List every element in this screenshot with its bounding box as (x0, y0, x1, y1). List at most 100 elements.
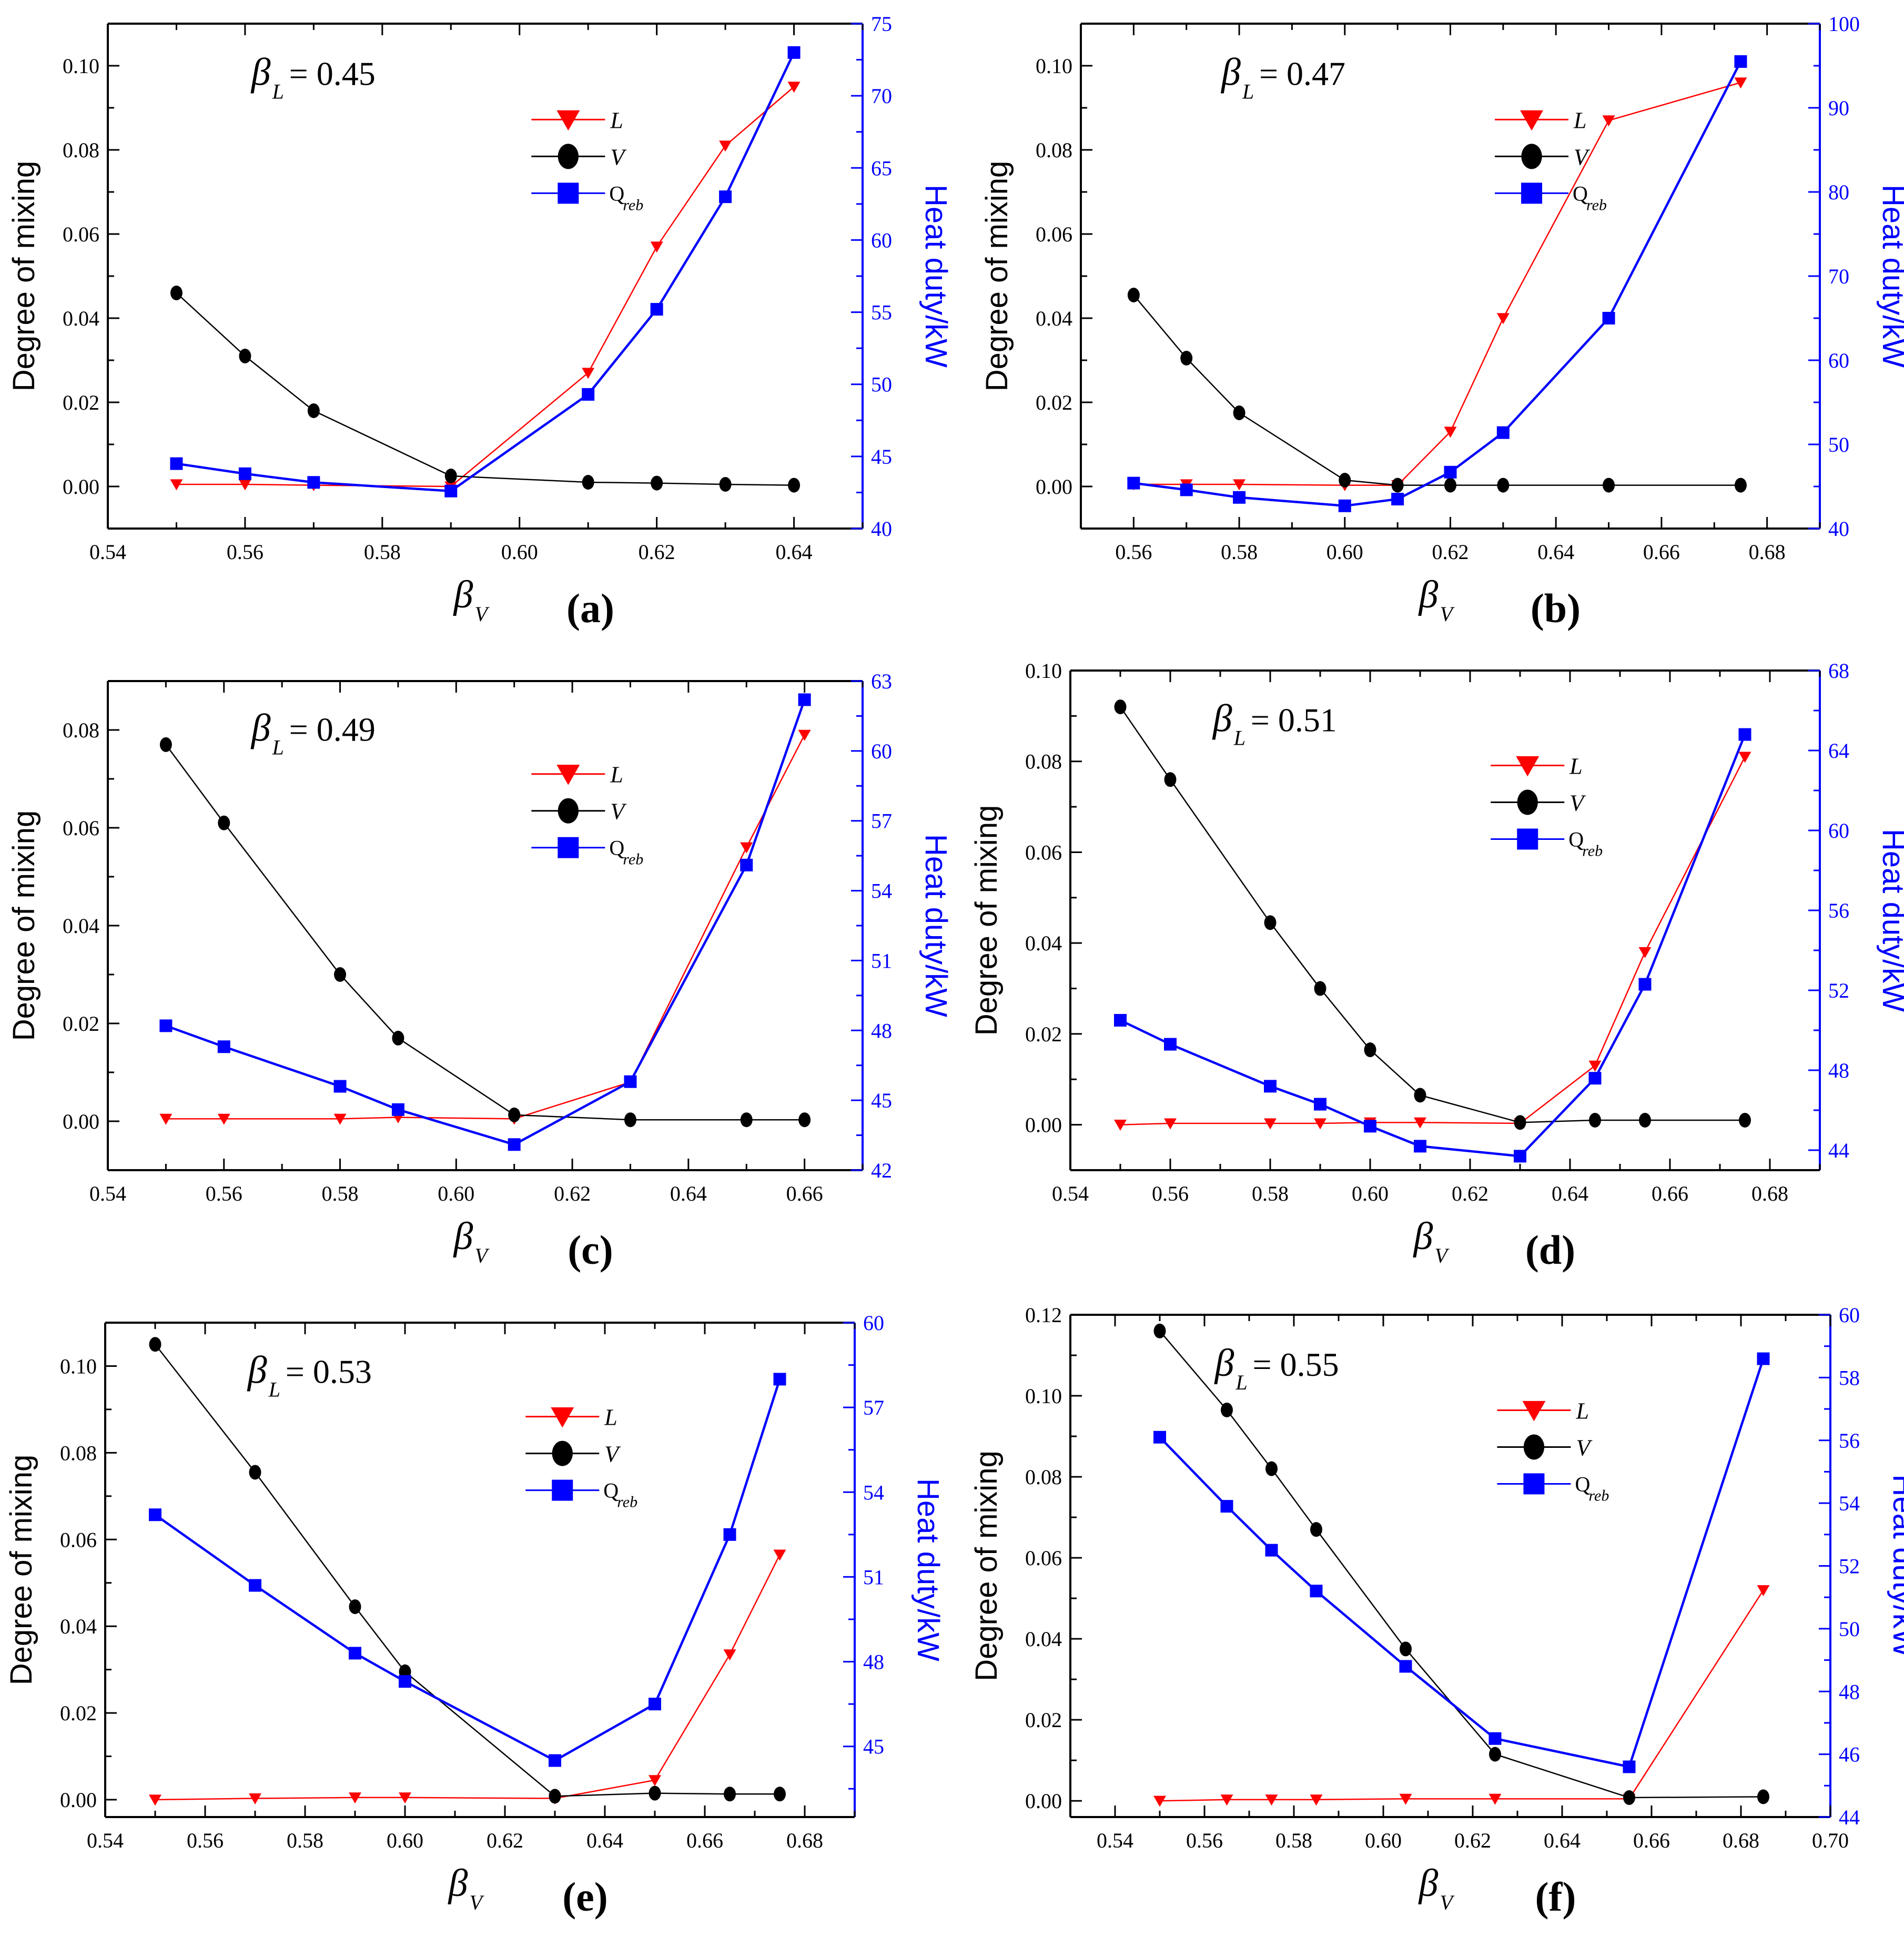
y-tick-label: 0.04 (1036, 307, 1072, 330)
y-tick-label: 0.00 (63, 475, 99, 499)
data-point-Qreb (1638, 978, 1652, 991)
beta-l-value: = 0.49 (289, 711, 376, 748)
x-tick-label: 0.66 (686, 1829, 723, 1852)
x-tick-label: 0.54 (1097, 1829, 1133, 1852)
data-point-L (1588, 1060, 1602, 1072)
beta-l-symbol: β (247, 1349, 267, 1392)
y-tick-label: 0.06 (1025, 840, 1062, 864)
data-point-Qreb (1496, 426, 1510, 439)
legend-label-V: V (604, 1442, 621, 1467)
data-point-L (159, 1113, 173, 1125)
y2-tick-label: 45 (871, 1089, 892, 1112)
y2-tick-label: 55 (871, 301, 892, 324)
legend-marker-Q (1523, 1473, 1545, 1495)
y2-tick-label: 48 (863, 1650, 884, 1674)
x-tick-label: 0.56 (1115, 540, 1152, 564)
data-point-L (333, 1113, 347, 1125)
data-point-V (719, 477, 732, 492)
x-tick-label: 0.64 (776, 540, 813, 564)
series-line-Qreb (1159, 1358, 1765, 1769)
y2-tick-label: 57 (863, 1396, 884, 1419)
beta-l-value: = 0.51 (1251, 702, 1337, 739)
data-point-L (249, 1793, 261, 1804)
panel-label: (b) (1531, 585, 1581, 631)
y-tick-label: 0.00 (60, 1788, 97, 1812)
legend-label-Q: Q (1568, 828, 1584, 851)
legend-label-Q-sub: reb (1586, 196, 1607, 214)
y2-tick-label: 60 (1828, 349, 1849, 372)
panel-f: 0.54 0.56 0.58 0.60 0.62 0.64 0.66 0.68 0.70 0.00… (969, 1303, 1904, 1920)
legend-label-L: L (604, 1405, 617, 1430)
data-point-L (1738, 752, 1751, 763)
data-point-L (1164, 1118, 1177, 1130)
panel-label: (c) (568, 1227, 613, 1273)
data-point-V (1739, 1113, 1751, 1128)
data-point-Qreb (1391, 493, 1404, 505)
panel-c: 0.54 0.56 0.58 0.60 0.62 0.64 0.66 0.00 0.02 0.04… (7, 669, 953, 1273)
legend-label-V: V (610, 799, 627, 825)
data-point-Qreb (787, 46, 801, 59)
y-tick-label: 0.06 (60, 1528, 97, 1551)
data-point-V (1391, 478, 1404, 493)
legend-marker-Q (1521, 182, 1543, 204)
x-tick-label: 0.56 (206, 1182, 242, 1205)
data-point-V (1114, 699, 1127, 715)
legend-label-L: L (1569, 754, 1582, 779)
y2-tick-label: 54 (863, 1480, 884, 1504)
data-point-L (1414, 1117, 1426, 1129)
series-line-L (176, 86, 795, 488)
beta-l-value: = 0.47 (1259, 55, 1345, 92)
y2-tick-label: 56 (1828, 899, 1849, 922)
legend-marker-L (556, 110, 580, 131)
data-point-L (149, 1794, 161, 1806)
data-point-L (1757, 1585, 1770, 1597)
data-point-V (1589, 1113, 1601, 1128)
legend-marker-V (552, 1440, 573, 1466)
y2-tick-label: 50 (871, 373, 892, 397)
y2-tick-label: 51 (871, 949, 892, 972)
x-tick-label: 0.68 (786, 1829, 823, 1852)
x-tick-label: 0.66 (1652, 1182, 1688, 1205)
data-point-Qreb (719, 190, 732, 204)
data-point-V (1444, 478, 1456, 493)
series-line-Qreb (154, 1378, 781, 1762)
data-point-Qreb (1264, 1080, 1277, 1093)
data-point-V (1339, 473, 1351, 488)
x-tick-label: 0.70 (1812, 1829, 1849, 1852)
legend-marker-V (558, 798, 579, 824)
y-axis-title: Degree of mixing (7, 161, 41, 391)
data-point-V (1180, 351, 1193, 366)
data-point-L (170, 479, 183, 491)
beta-l-symbol: β (1214, 1342, 1234, 1385)
y2-tick-label: 42 (871, 1159, 892, 1182)
data-point-L (1602, 115, 1615, 127)
y-tick-label: 0.08 (1036, 138, 1072, 162)
data-point-V (798, 1112, 811, 1128)
y-tick-label: 0.00 (1036, 475, 1072, 499)
legend-marker-Q (1517, 828, 1538, 850)
data-point-V (774, 1787, 786, 1802)
y-tick-label: 0.06 (1025, 1546, 1062, 1570)
x-tick-label: 0.68 (1723, 1829, 1759, 1852)
legend-marker-Q (552, 1479, 573, 1501)
beta-l-symbol: β (1212, 697, 1232, 740)
data-point-Qreb (1180, 483, 1193, 496)
x-tick-label: 0.62 (1452, 1182, 1488, 1205)
data-point-V (649, 1785, 661, 1801)
y-tick-label: 0.10 (1036, 54, 1072, 78)
y2-tick-label: 60 (871, 739, 892, 763)
legend-marker-V (1521, 144, 1542, 169)
x-tick-label: 0.56 (227, 540, 264, 564)
y-tick-label: 0.04 (63, 307, 99, 330)
data-point-V (1364, 1042, 1376, 1058)
y-tick-label: 0.02 (63, 391, 99, 414)
y2-axis-title: Heat duty/kW (919, 834, 953, 1017)
legend-label-V: V (1569, 790, 1586, 816)
y2-axis-title: Heat duty/kW (1876, 829, 1904, 1012)
data-point-V (624, 1112, 636, 1128)
data-point-Qreb (740, 858, 753, 871)
data-point-V (508, 1107, 521, 1122)
y-axis-title: Degree of mixing (969, 1450, 1004, 1681)
